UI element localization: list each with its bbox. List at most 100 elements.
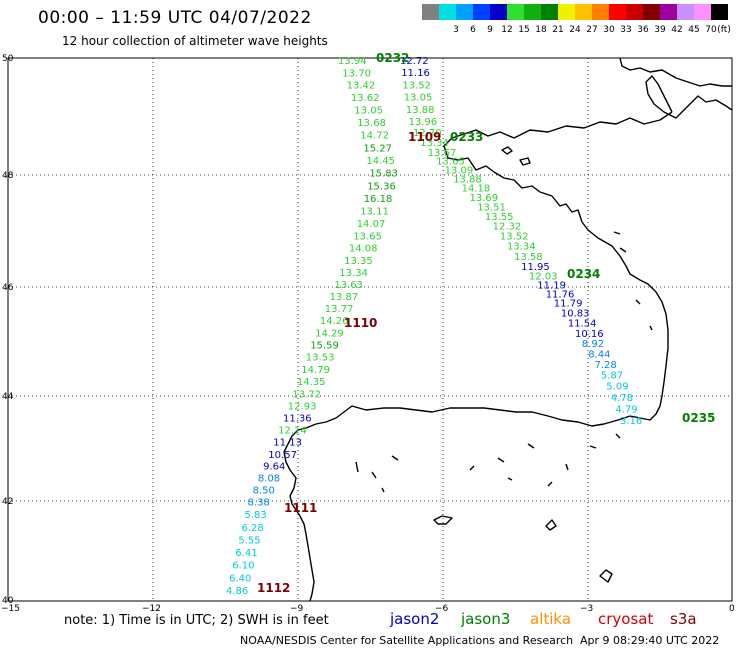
wave-height-value: 4.78	[611, 393, 633, 404]
wave-height-value: 7.28	[595, 360, 617, 371]
lon-tick-15w: −15	[1, 604, 20, 614]
coast-england	[619, 57, 732, 87]
pass-label: 0235	[682, 411, 715, 425]
wave-height-value: 13.77	[325, 304, 354, 315]
wave-height-value: 11.16	[401, 68, 430, 79]
wave-height-value: 6.10	[232, 561, 254, 572]
lon-tick-9w: −9	[290, 604, 304, 614]
credit-line: NOAA/NESDIS Center for Satellite Applica…	[240, 634, 574, 647]
wave-height-value: 10.16	[575, 329, 604, 340]
legend-label: 18	[535, 25, 547, 35]
pass-label: 0234	[567, 267, 600, 281]
wave-height-value: 14.35	[297, 377, 326, 388]
lat-tick-40: 40	[2, 596, 14, 606]
legend-swatch	[456, 4, 473, 20]
wave-height-value: 12.72	[400, 56, 429, 67]
wave-height-value: 13.34	[420, 138, 449, 149]
wave-height-value: 10.83	[561, 309, 590, 320]
pass-label: 1109	[408, 130, 441, 144]
wave-height-value: 13.88	[453, 175, 482, 186]
wave-height-value: 15.27	[363, 143, 392, 154]
coast-island-5	[599, 569, 613, 583]
wave-height-value: 11.36	[283, 414, 312, 425]
wave-height-value: 14.45	[366, 156, 395, 167]
legend-swatch	[677, 4, 694, 20]
wave-height-value: 14.07	[357, 219, 386, 230]
coast-island-3	[433, 515, 453, 525]
legend-label: 33	[620, 25, 632, 35]
coast-galicia-portugal	[283, 429, 315, 602]
wave-height-value: 8.50	[253, 486, 275, 497]
legend-swatch	[626, 4, 643, 20]
satellite-label-cryosat: cryosat	[598, 610, 654, 628]
wave-height-value: 13.63	[334, 280, 363, 291]
pass-time-labels: 0232 1109 0233 0234 1110 0235 1111 1112	[257, 51, 715, 595]
wave-height-value: 14.08	[349, 244, 378, 255]
coast-island-1	[501, 146, 513, 155]
wave-height-value: 4.86	[226, 586, 248, 597]
legend-swatch	[490, 4, 507, 20]
wave-height-value: 13.09	[445, 166, 474, 177]
legend-label: 24	[569, 25, 581, 35]
wave-height-value: 13.62	[351, 93, 380, 104]
wave-height-value: 5.55	[238, 535, 260, 546]
legend-label: 45	[688, 25, 700, 35]
legend-label: 27	[586, 25, 598, 35]
coast-island-4	[545, 519, 557, 531]
wave-height-value: 13.42	[347, 81, 376, 92]
pass-label: 1110	[344, 316, 377, 330]
lon-tick-12w: −12	[142, 604, 161, 614]
wave-height-value: 13.05	[354, 105, 383, 116]
legend-swatch	[575, 4, 592, 20]
wave-height-value: 13.67	[428, 148, 457, 159]
coast-biscay-east	[581, 221, 669, 421]
wave-height-value: 6.41	[235, 548, 257, 559]
wave-height-value: 16.18	[364, 194, 393, 205]
wave-height-value: 5.87	[601, 371, 623, 382]
lat-axis: 50 48 46 44 42 40	[2, 54, 14, 606]
coast-brittany	[443, 111, 673, 223]
legend-label: 12	[501, 25, 513, 35]
wave-height-value: 12.03	[529, 271, 558, 282]
wave-height-value: 13.87	[330, 292, 359, 303]
wave-height-value: 5.09	[606, 382, 628, 393]
legend-label: 30	[603, 25, 615, 35]
legend-label: 39	[654, 25, 666, 35]
legend-swatch	[694, 4, 711, 20]
wave-height-value: 11.54	[568, 319, 597, 330]
wave-height-value: 13.70	[342, 68, 371, 79]
lon-tick-3w: −3	[580, 604, 593, 614]
wave-height-value: 14.79	[301, 365, 330, 376]
coastline	[283, 57, 733, 602]
wave-height-value: 13.88	[406, 105, 435, 116]
legend-label: 9	[487, 25, 493, 35]
wave-height-value: 13.96	[409, 117, 438, 128]
legend-swatch	[524, 4, 541, 20]
legend-swatch	[507, 4, 524, 20]
legend-label: 42	[671, 25, 683, 35]
altimeter-track-b: 12.7211.1613.5213.0513.8813.9612.7013.34…	[400, 56, 642, 427]
legend-label: 3	[453, 25, 459, 35]
wave-height-value: 6.28	[242, 523, 264, 534]
lon-tick-0: 0	[729, 604, 735, 614]
wave-height-value: 13.58	[514, 252, 543, 263]
wave-height-value: 13.65	[436, 157, 465, 168]
wave-height-value: 13.68	[357, 118, 386, 129]
wave-height-value: 15.83	[369, 169, 398, 180]
wave-height-value: 8.92	[582, 339, 604, 350]
wave-height-value: 12.93	[288, 402, 317, 413]
wave-height-value: 8.44	[588, 350, 610, 361]
wave-height-value: 13.11	[360, 206, 389, 217]
wave-height-value: 13.69	[470, 193, 499, 204]
lat-tick-46: 46	[2, 283, 14, 293]
legend-label: 36	[637, 25, 649, 35]
legend-swatch	[643, 4, 660, 20]
map-frame	[7, 57, 733, 602]
wave-height-value: 13.53	[306, 353, 335, 364]
wave-height-value: 11.95	[521, 262, 550, 273]
wave-height-value: 6.40	[229, 573, 251, 584]
wave-height-value: 13.05	[404, 93, 433, 104]
wave-height-value: 13.51	[477, 203, 506, 214]
coast-island-2	[519, 157, 531, 166]
legend-swatch	[473, 4, 490, 20]
